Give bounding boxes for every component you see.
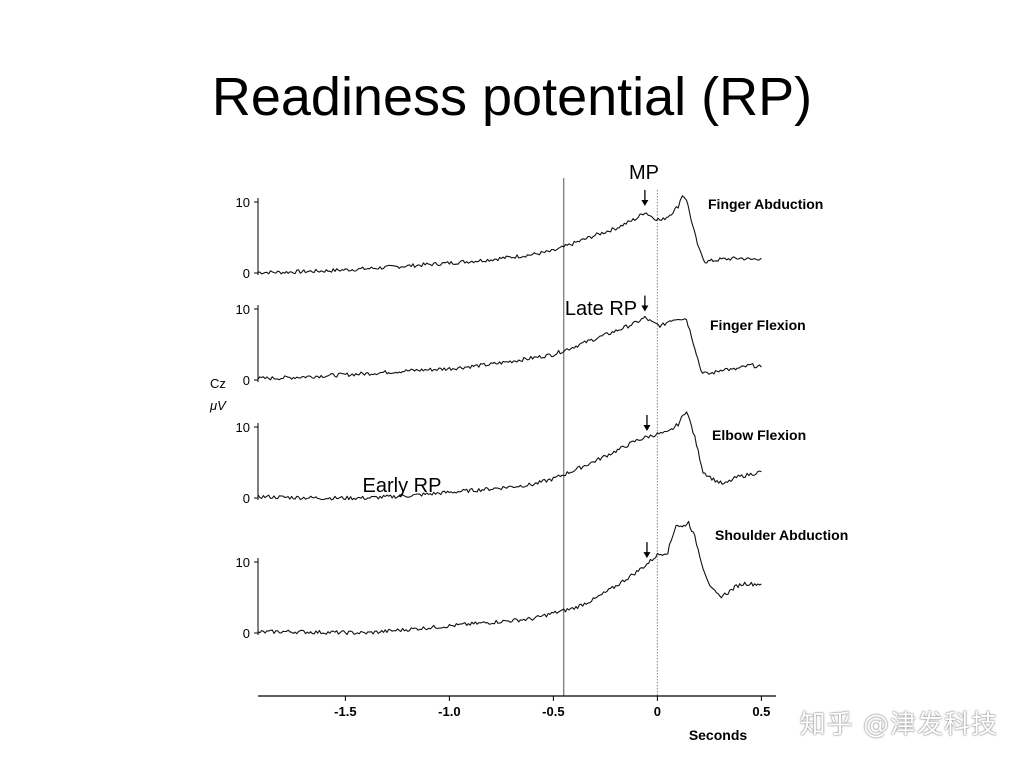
x-tick-label: 0 xyxy=(654,704,661,719)
y-tick-label: 10 xyxy=(236,555,250,570)
trace-line xyxy=(257,315,762,381)
x-tick-label: -0.5 xyxy=(542,704,564,719)
y-axis-title-line1: Cz xyxy=(210,376,226,391)
onset-arrow-head xyxy=(643,552,651,559)
trace-label: Elbow Flexion xyxy=(712,427,806,443)
y-tick-label: 0 xyxy=(243,491,250,506)
onset-arrow-head xyxy=(641,199,649,206)
onset-arrow-head xyxy=(643,424,651,431)
trace-line xyxy=(257,520,762,636)
y-tick-label: 10 xyxy=(236,302,250,317)
x-tick-label: -1.5 xyxy=(334,704,356,719)
trace-label: Shoulder Abduction xyxy=(715,527,848,543)
trace-label: Finger Flexion xyxy=(710,317,806,333)
trace-label: Finger Abduction xyxy=(708,196,823,212)
trace-panels: 0 10 Finger Abduction 0 10 Finger Flexion 0 10 E… xyxy=(236,189,848,641)
onset-arrow-head xyxy=(641,305,649,312)
y-tick-label: 10 xyxy=(236,420,250,435)
x-axis-title: Seconds xyxy=(689,727,748,743)
trace-line xyxy=(257,411,762,501)
watermark-text: 知乎 @津发科技 xyxy=(799,710,998,740)
annotation-mp: MP xyxy=(629,162,659,184)
x-tick-label: 0.5 xyxy=(752,704,770,719)
y-tick-label: 0 xyxy=(243,266,250,281)
trace-line xyxy=(257,195,762,275)
y-tick-label: 0 xyxy=(243,626,250,641)
x-ticks: -1.5 -1.0 -0.5 0 0.5 xyxy=(334,696,770,719)
y-axis-title-line2: μV xyxy=(209,398,227,413)
y-tick-label: 10 xyxy=(236,195,250,210)
annotation-early-rp: Early RP xyxy=(363,475,442,497)
y-tick-label: 0 xyxy=(243,373,250,388)
x-tick-label: -1.0 xyxy=(438,704,460,719)
annotation-late-rp: Late RP xyxy=(565,298,637,320)
slide-title: Readiness potential (RP) xyxy=(211,67,813,127)
